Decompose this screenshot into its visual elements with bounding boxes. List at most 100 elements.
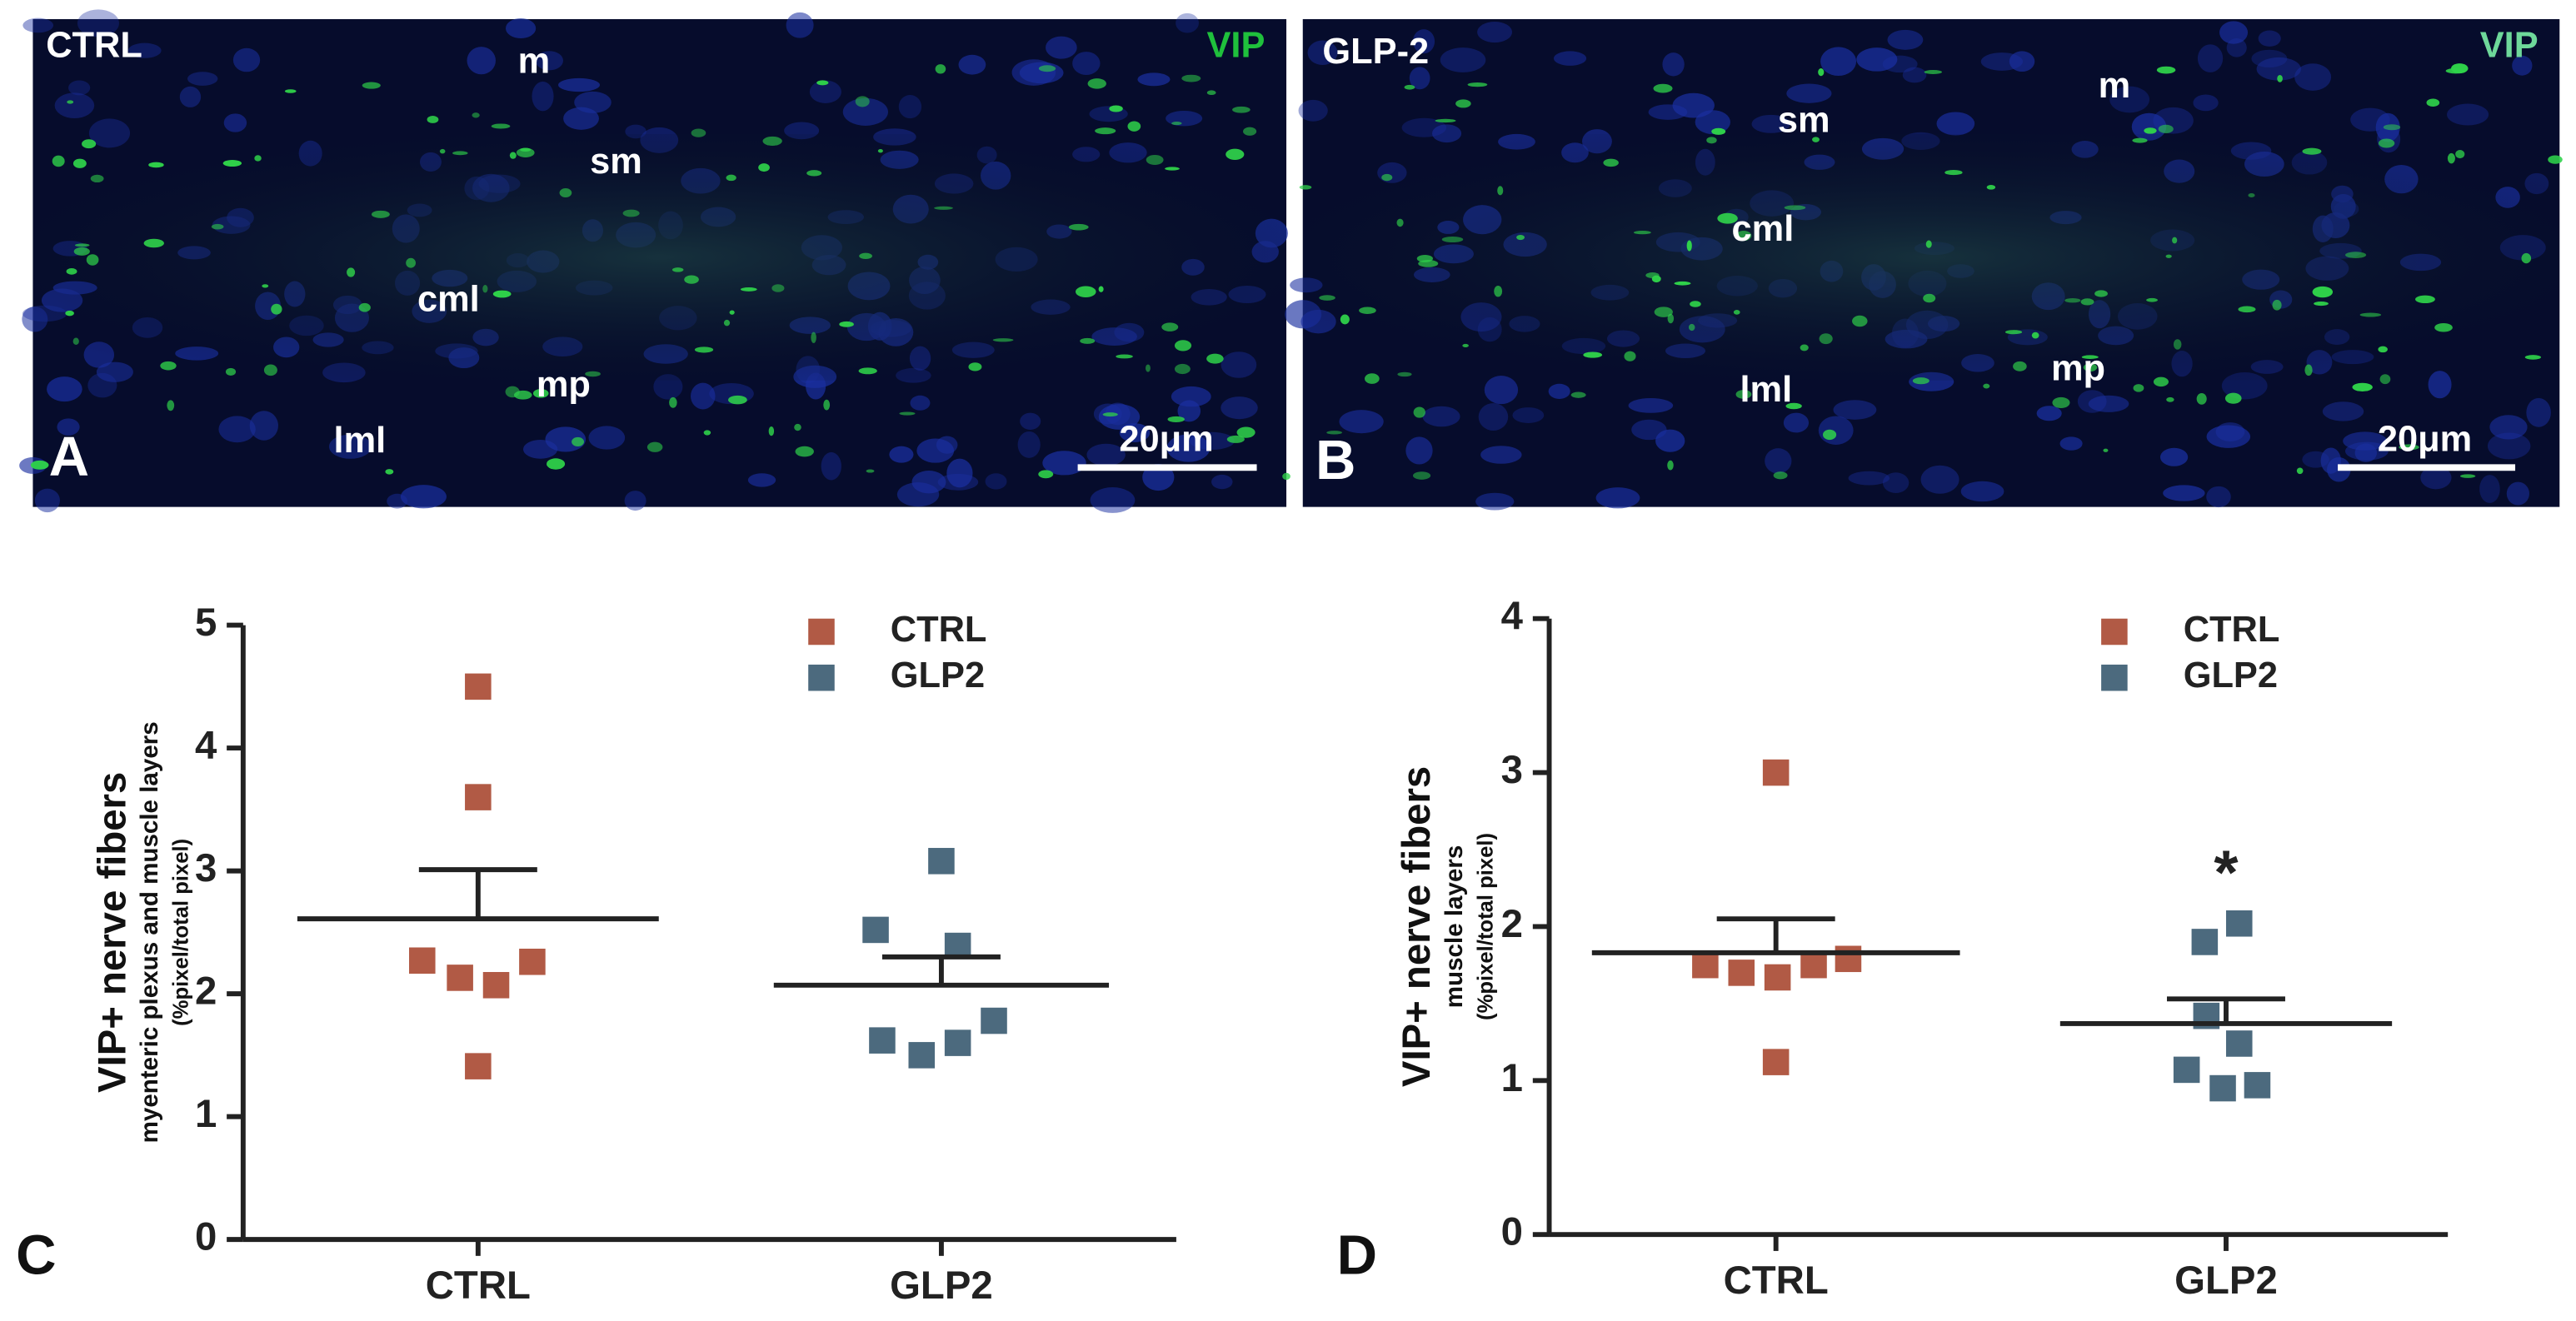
nucleus (1189, 431, 1235, 451)
nucleus (1119, 423, 1151, 443)
fiber (1735, 231, 1752, 242)
layer-label: sm (590, 142, 642, 182)
nucleus (821, 451, 841, 481)
y-tick-label: 2 (195, 970, 217, 1014)
fiber (2196, 393, 2207, 405)
fiber (2031, 331, 2039, 339)
fiber (2460, 474, 2476, 478)
nucleus (47, 376, 82, 402)
nucleus (558, 77, 600, 92)
x-tick-label: GLP2 (890, 1264, 993, 1308)
fiber (2548, 155, 2563, 164)
fiber (1236, 426, 1256, 438)
legend-marker (808, 664, 835, 691)
nucleus (54, 92, 95, 119)
nucleus (2009, 51, 2035, 72)
fiber (1087, 78, 1106, 89)
fiber (2083, 363, 2098, 372)
nucleus (2420, 466, 2452, 490)
fiber (1912, 377, 1930, 385)
fiber (1038, 470, 1054, 479)
stain-label: VIP (2480, 25, 2539, 65)
fiber (72, 337, 79, 345)
fiber (794, 423, 801, 431)
fiber (491, 123, 511, 129)
data-point (2244, 1072, 2271, 1099)
group-label: GLP-2 (1322, 32, 1429, 72)
nucleus (34, 488, 60, 513)
data-point (409, 947, 436, 975)
fiber (1624, 351, 1636, 361)
nucleus (187, 72, 218, 86)
fiber (1243, 127, 1257, 136)
group-label: CTRL (46, 25, 142, 65)
fiber (899, 411, 916, 416)
nucleus (2302, 451, 2329, 468)
fiber (143, 238, 164, 248)
fiber (2415, 295, 2435, 304)
fiber (1497, 186, 1504, 196)
fiber (2272, 299, 2282, 311)
fiber (684, 275, 699, 284)
fiber (2302, 147, 2322, 155)
data-point (1728, 960, 1755, 986)
nucleus (809, 80, 841, 103)
fiber (2172, 237, 2178, 244)
fiber (167, 400, 175, 411)
fiber (2004, 330, 2023, 335)
data-point (1764, 964, 1791, 991)
fiber (877, 148, 883, 153)
nucleus (786, 12, 814, 38)
data-point (1800, 951, 1827, 979)
nucleus (1019, 62, 1064, 84)
fiber (439, 148, 446, 154)
tissue-glow (32, 133, 1287, 381)
fiber (2064, 297, 2081, 303)
nucleus (1512, 407, 1545, 424)
data-point (1762, 759, 1790, 786)
nucleus (1339, 410, 1384, 434)
fiber (1667, 313, 1675, 324)
nucleus (1020, 412, 1041, 430)
fiber (1455, 99, 1471, 108)
fiber (1852, 315, 1868, 327)
fiber (823, 399, 831, 411)
fiber (1651, 275, 1661, 283)
fiber (1706, 137, 1717, 144)
data-point (928, 848, 955, 875)
nucleus (2088, 395, 2129, 412)
nucleus (77, 9, 119, 37)
fiber (572, 436, 584, 446)
scale-bar-label: 20μm (2378, 420, 2472, 460)
fiber (1181, 74, 1201, 82)
fiber (2312, 286, 2334, 298)
fiber (1812, 137, 1820, 142)
fiber (30, 460, 49, 470)
data-point (1692, 951, 1719, 979)
nucleus (2109, 86, 2150, 113)
fiber (1654, 307, 1673, 317)
fiber (67, 100, 74, 104)
fiber (1116, 354, 1133, 359)
fiber (2521, 252, 2532, 264)
fiber (1667, 460, 1674, 471)
nucleus (1072, 52, 1101, 76)
fiber (2359, 312, 2382, 317)
fiber (2146, 297, 2158, 302)
nucleus (1751, 114, 1790, 133)
nucleus (232, 47, 261, 72)
fiber (2379, 374, 2391, 385)
nucleus (2256, 57, 2301, 81)
fiber (254, 155, 262, 162)
nucleus (2487, 432, 2531, 460)
fiber (1773, 471, 1788, 480)
fiber (1690, 301, 1701, 307)
nucleus (1856, 47, 1898, 72)
nucleus (1882, 55, 1918, 73)
fiber (1653, 83, 1673, 93)
fiber (1171, 122, 1182, 126)
fiber (1109, 105, 1123, 112)
scale-bar-label: 20μm (1119, 420, 1213, 460)
